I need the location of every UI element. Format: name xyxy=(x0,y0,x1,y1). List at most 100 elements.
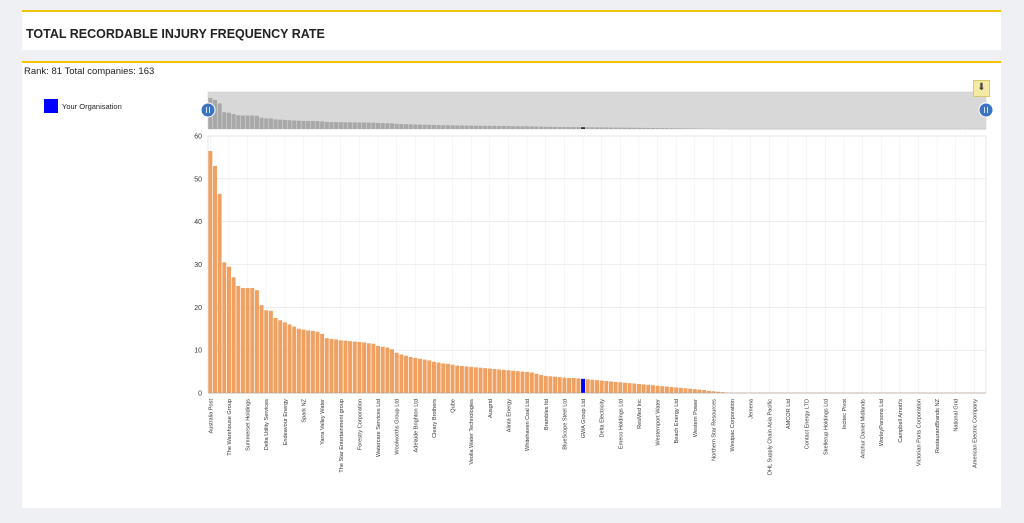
bar xyxy=(459,366,464,393)
navigator-bar xyxy=(459,125,464,129)
bar xyxy=(692,389,697,393)
x-tick-label: Westpac Corporation xyxy=(730,399,736,451)
navigator-bar xyxy=(627,127,632,129)
navigator-bar xyxy=(622,127,627,129)
navigator-bar xyxy=(641,127,646,129)
x-tick-label: Beach Energy Ltd xyxy=(674,399,680,443)
x-tick-label: Contact Energy LTD xyxy=(805,399,811,449)
y-tick-label: 60 xyxy=(194,134,202,141)
bar xyxy=(548,376,553,393)
bar-highlight xyxy=(581,378,586,393)
bar xyxy=(557,377,562,393)
navigator-bar xyxy=(348,122,353,129)
rank-text: Rank: 81 Total companies: 163 xyxy=(24,66,155,77)
bar xyxy=(595,380,599,393)
bar xyxy=(338,340,343,393)
bar xyxy=(674,387,679,393)
bar xyxy=(292,326,297,393)
x-tick-label: Endeavour Energy xyxy=(283,399,289,446)
navigator-bar xyxy=(674,128,679,129)
navigator-bar xyxy=(632,127,637,129)
bar xyxy=(492,369,497,393)
navigator-bar xyxy=(422,124,427,129)
navigator-bar xyxy=(380,123,385,129)
download-icon: ⬇ xyxy=(977,82,986,93)
x-tick-label: The Star Entertainment group xyxy=(339,399,345,473)
bar xyxy=(357,342,362,393)
bar xyxy=(469,366,474,393)
bar xyxy=(222,262,227,393)
bar xyxy=(455,365,460,393)
navigator-bar xyxy=(287,120,292,129)
bar xyxy=(278,320,283,393)
bar xyxy=(525,372,530,393)
navigator-bar xyxy=(590,127,595,129)
y-tick-label: 40 xyxy=(194,219,202,226)
divider xyxy=(22,61,1001,63)
bar xyxy=(646,384,651,393)
bar xyxy=(445,363,450,393)
x-tick-label: Watercare Services Ltd xyxy=(376,399,382,457)
bar xyxy=(585,379,590,393)
navigator-bar xyxy=(669,128,674,129)
navigator-bar xyxy=(650,128,655,129)
x-tick-label: Brambles ltd xyxy=(544,399,550,430)
bar xyxy=(390,349,394,393)
chart-card: Rank: 81 Total companies: 163 Your Organ… xyxy=(22,63,1001,508)
navigator-bar xyxy=(431,124,436,129)
navigator-bar xyxy=(455,125,460,129)
bar xyxy=(571,378,576,393)
bar xyxy=(250,288,255,393)
bar xyxy=(394,352,399,393)
bar xyxy=(352,341,357,393)
navigator-handle-right[interactable] xyxy=(978,102,994,118)
bar xyxy=(650,385,655,393)
bar xyxy=(688,388,693,393)
y-tick-label: 0 xyxy=(198,391,202,398)
navigator-bar xyxy=(296,120,301,129)
navigator-bar xyxy=(352,122,357,129)
bar xyxy=(450,364,455,393)
navigator-bar xyxy=(613,127,618,129)
navigator-bar xyxy=(576,127,581,129)
navigator-bar xyxy=(520,126,525,129)
bar xyxy=(399,354,404,393)
navigator-bar xyxy=(329,122,334,129)
bar xyxy=(264,310,269,393)
bar xyxy=(464,366,469,393)
bar xyxy=(487,368,492,393)
bar xyxy=(567,378,572,393)
navigator-bar xyxy=(394,123,399,129)
navigator-bar xyxy=(436,125,441,129)
x-tick-label: Yarra Valley Water xyxy=(320,399,326,445)
navigator-bar xyxy=(222,112,227,129)
y-tick-label: 10 xyxy=(194,348,202,355)
navigator-bar xyxy=(259,117,264,129)
navigator-handle-left[interactable] xyxy=(200,102,216,118)
bar xyxy=(664,386,669,393)
navigator-bar xyxy=(539,126,544,129)
bar xyxy=(627,383,632,393)
navigator-bar xyxy=(557,126,562,129)
navigator-bar xyxy=(264,118,269,129)
download-button[interactable]: ⬇ xyxy=(973,80,990,97)
bar xyxy=(534,373,539,393)
navigator-bar xyxy=(511,126,516,129)
x-tick-label: Summerset Holdings xyxy=(246,399,252,451)
bar xyxy=(226,266,231,393)
bar xyxy=(376,345,381,393)
navigator-bar xyxy=(376,122,381,129)
bar xyxy=(497,369,502,393)
x-tick-label: Spark NZ xyxy=(302,398,308,422)
bar xyxy=(422,359,427,393)
navigator-bar xyxy=(357,122,362,129)
x-tick-label: Cleary Brothers xyxy=(432,399,438,438)
navigator-bar xyxy=(273,119,278,129)
bar xyxy=(273,318,278,393)
navigator-bar xyxy=(571,127,576,129)
x-tick-label: WorleyParsons Ltd xyxy=(879,399,885,446)
legend[interactable]: Your Organisation xyxy=(44,99,122,113)
x-tick-label: Emeco Holdings Ltd xyxy=(618,399,624,449)
bar xyxy=(282,322,287,393)
x-tick-label: ResMed Inc xyxy=(637,399,643,429)
